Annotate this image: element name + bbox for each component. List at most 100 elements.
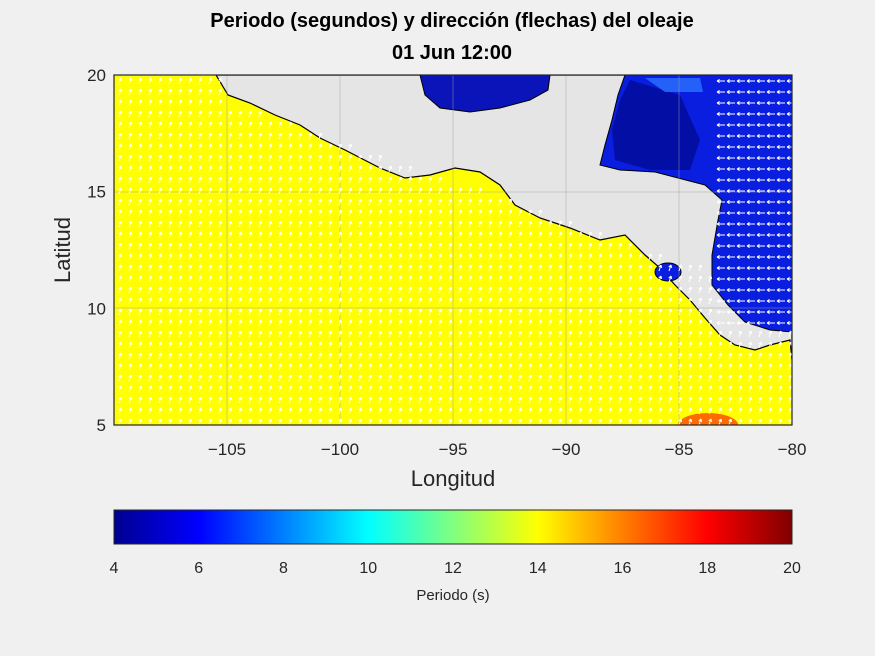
direction-arrow [716, 189, 725, 193]
direction-arrow [668, 363, 673, 371]
direction-arrow [178, 319, 183, 327]
direction-arrow [238, 187, 243, 195]
direction-arrow [688, 286, 693, 294]
direction-arrow [228, 275, 233, 283]
direction-arrow [468, 231, 473, 239]
direction-arrow [358, 242, 363, 250]
direction-arrow [438, 319, 443, 327]
direction-arrow [668, 385, 673, 393]
direction-arrow [718, 396, 723, 404]
direction-arrow [448, 407, 453, 415]
direction-arrow [716, 255, 725, 259]
direction-arrow [678, 297, 683, 305]
direction-arrow [598, 407, 603, 415]
direction-arrow [128, 231, 133, 239]
direction-arrow [756, 145, 765, 149]
direction-arrow [518, 242, 523, 250]
direction-arrow [258, 341, 263, 349]
direction-arrow [508, 407, 513, 415]
direction-arrow [308, 418, 313, 425]
direction-arrow [338, 363, 343, 371]
direction-arrow [138, 264, 143, 272]
direction-arrow [438, 209, 443, 217]
direction-arrow [518, 374, 523, 382]
direction-arrow [678, 275, 683, 283]
direction-arrow [588, 341, 593, 349]
direction-arrow [378, 341, 383, 349]
direction-arrow [716, 134, 725, 138]
direction-arrow [658, 286, 663, 294]
direction-arrow [756, 310, 765, 314]
colorbar-tick-label: 14 [529, 560, 547, 577]
direction-arrow [488, 231, 493, 239]
direction-arrow [458, 297, 463, 305]
direction-arrow [758, 385, 763, 393]
direction-arrow [738, 396, 743, 404]
direction-arrow [388, 352, 393, 360]
direction-arrow [178, 297, 183, 305]
direction-arrow [338, 286, 343, 294]
direction-arrow [766, 321, 775, 325]
direction-arrow [716, 211, 725, 215]
direction-arrow [428, 308, 433, 316]
direction-arrow [378, 231, 383, 239]
direction-arrow [528, 374, 533, 382]
direction-arrow [766, 189, 775, 193]
direction-arrow [418, 396, 423, 404]
direction-arrow [168, 99, 173, 107]
direction-arrow [568, 385, 573, 393]
direction-arrow [518, 330, 523, 338]
direction-arrow [736, 145, 745, 149]
direction-arrow [648, 352, 653, 360]
direction-arrow [688, 297, 693, 305]
direction-arrow [408, 297, 413, 305]
direction-arrow [688, 330, 693, 338]
direction-arrow [766, 123, 775, 127]
direction-arrow [368, 418, 373, 425]
direction-arrow [756, 266, 765, 270]
direction-arrow [518, 363, 523, 371]
direction-arrow [348, 374, 353, 382]
direction-arrow [448, 253, 453, 261]
direction-arrow [498, 418, 503, 425]
direction-arrow [726, 156, 735, 160]
direction-arrow [148, 231, 153, 239]
direction-arrow [328, 396, 333, 404]
direction-arrow [188, 110, 193, 118]
direction-arrow [708, 396, 713, 404]
direction-arrow [378, 165, 383, 173]
direction-arrow [118, 132, 123, 140]
direction-arrow [558, 297, 563, 305]
direction-arrow [268, 341, 273, 349]
direction-arrow [368, 176, 373, 184]
direction-arrow [338, 352, 343, 360]
direction-arrow [498, 220, 503, 228]
direction-arrow [318, 132, 323, 140]
direction-arrow [268, 374, 273, 382]
direction-arrow [458, 264, 463, 272]
direction-arrow [168, 154, 173, 162]
direction-arrow [128, 363, 133, 371]
direction-arrow [118, 264, 123, 272]
direction-arrow [278, 297, 283, 305]
direction-arrow [688, 341, 693, 349]
direction-arrow [648, 396, 653, 404]
direction-arrow [348, 220, 353, 228]
direction-arrow [358, 396, 363, 404]
direction-arrow [148, 341, 153, 349]
direction-arrow [388, 418, 393, 425]
direction-arrow [628, 407, 633, 415]
direction-arrow [618, 253, 623, 261]
direction-arrow [208, 264, 213, 272]
direction-arrow [158, 286, 163, 294]
direction-arrow [498, 231, 503, 239]
direction-arrow [388, 297, 393, 305]
direction-arrow [198, 264, 203, 272]
direction-arrow [178, 330, 183, 338]
direction-arrow [488, 341, 493, 349]
direction-arrow [736, 255, 745, 259]
direction-arrow [438, 341, 443, 349]
direction-arrow [308, 264, 313, 272]
direction-arrow [448, 363, 453, 371]
direction-arrow [778, 330, 783, 338]
